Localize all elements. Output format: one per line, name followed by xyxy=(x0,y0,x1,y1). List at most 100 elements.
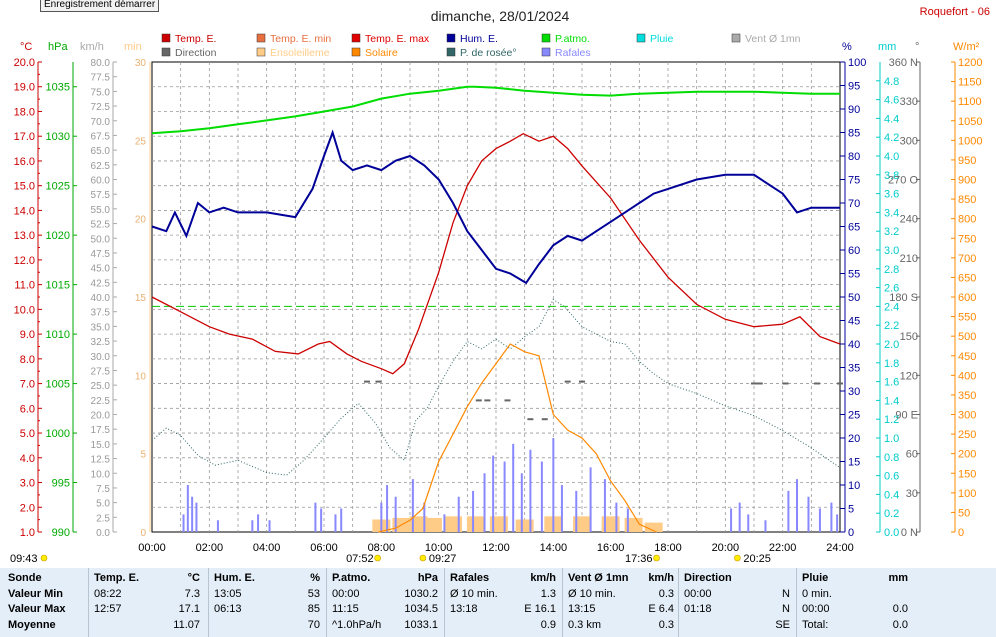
tick-label-kmh: 22.5 xyxy=(91,396,111,407)
tick-label-temp: 7.0 xyxy=(20,379,35,391)
sun-icon xyxy=(419,554,427,562)
gust-bar xyxy=(340,508,343,532)
gust-bar xyxy=(560,485,563,532)
stats-cell: 00:00 xyxy=(684,588,712,600)
tick-label-temp: 8.0 xyxy=(20,354,35,366)
sun-icon xyxy=(374,554,381,562)
tick-label-pct: 95 xyxy=(848,81,860,93)
tick-label-pct: 15 xyxy=(848,457,860,469)
stats-cell: 08:22 xyxy=(94,588,122,600)
tick-label-wm2: 1100 xyxy=(958,96,982,108)
tick-label-wm2: 400 xyxy=(958,370,976,382)
chart-title: dimanche, 28/01/2024 xyxy=(431,8,570,24)
tick-label-mm: 4.2 xyxy=(884,132,899,144)
stats-col-title: Rafales xyxy=(450,572,490,584)
stats-cell-value: N xyxy=(782,588,790,600)
stats-cell-value: 0.0 xyxy=(892,619,908,631)
tick-label-temp: 10.0 xyxy=(14,304,35,316)
legend-label: Temp. E. min xyxy=(270,33,331,45)
sunshine-bar xyxy=(601,516,620,532)
gust-bar xyxy=(483,473,486,532)
tick-label-kmh: 37.5 xyxy=(91,308,111,319)
gust-bar xyxy=(443,514,446,532)
gust-bar xyxy=(394,496,397,532)
tick-label-mm: 4.8 xyxy=(884,76,899,88)
tick-label-kmh: 47.5 xyxy=(91,249,111,260)
gust-bar xyxy=(512,443,515,532)
tick-label-temp: 12.0 xyxy=(14,255,35,267)
gust-bar xyxy=(764,520,767,532)
gust-bar xyxy=(216,520,219,532)
tick-label-mm: 1.6 xyxy=(884,377,899,389)
axis-unit-min: min xyxy=(124,41,142,53)
tick-label-wm2: 950 xyxy=(958,155,976,167)
tick-label-kmh: 72.5 xyxy=(91,102,111,113)
legend-label: Temp. E. max xyxy=(365,33,430,45)
tick-label-hpa: 995 xyxy=(52,478,70,490)
tick-label-mm: 0.6 xyxy=(884,471,899,483)
stats-cell-value: 85 xyxy=(307,603,320,615)
legend-swatch xyxy=(731,33,741,43)
tick-label-deg: 60 xyxy=(906,449,918,461)
stats-col-unit: % xyxy=(310,572,320,584)
tick-label-kmh: 57.5 xyxy=(91,190,111,201)
gust-bar xyxy=(492,455,495,532)
tick-label-mm: 1.2 xyxy=(884,414,899,426)
gust-bar xyxy=(472,490,475,532)
gust-bar xyxy=(747,514,750,532)
tick-label-wm2: 850 xyxy=(958,194,976,206)
stats-cell-value: N xyxy=(782,603,790,615)
gust-bar xyxy=(386,485,389,532)
tick-label-kmh: 0.0 xyxy=(96,528,110,539)
legend-swatch xyxy=(161,47,171,57)
tick-label-temp: 16.0 xyxy=(14,156,35,168)
stats-divider xyxy=(444,568,445,637)
tick-label-kmh: 65.0 xyxy=(91,146,111,157)
gust-bar xyxy=(836,514,839,532)
tick-label-deg: 0 N xyxy=(901,527,918,539)
tick-label-mm: 2.6 xyxy=(884,283,899,295)
legend-swatch xyxy=(351,47,361,57)
stats-divider xyxy=(562,568,563,637)
tick-label-wm2: 50 xyxy=(958,507,970,519)
gust-bar xyxy=(575,490,578,532)
tick-label-mm: 1.4 xyxy=(884,395,899,407)
record-start-button[interactable]: Enregistrement démarrer xyxy=(40,0,160,12)
tick-label-kmh: 17.5 xyxy=(91,425,111,436)
tick-label-mm: 1.8 xyxy=(884,358,899,370)
tick-label-mm: 0.0 xyxy=(884,527,899,539)
axis-unit-kmh: km/h xyxy=(80,41,104,53)
stats-col-unit: °C xyxy=(187,572,200,584)
tick-label-min: 15 xyxy=(135,293,147,304)
axis-unit-wm2: W/m² xyxy=(953,41,980,53)
tick-label-time: 00:00 xyxy=(138,542,166,554)
sun-marker-label: 09:27 xyxy=(429,553,457,565)
stats-col-title: Pluie xyxy=(802,572,829,584)
tick-label-wm2: 1150 xyxy=(958,77,982,89)
stats-cell-value: 0.9 xyxy=(540,619,556,631)
series-pressure xyxy=(151,85,840,135)
stats-col-unit: mm xyxy=(888,572,908,584)
gust-bar xyxy=(457,496,460,532)
tick-label-temp: 5.0 xyxy=(20,428,35,440)
tick-label-temp: 13.0 xyxy=(14,230,35,242)
tick-label-hpa: 1025 xyxy=(46,181,70,193)
stats-cell-value: SE xyxy=(775,619,790,631)
stats-cell-value: 0.0 xyxy=(892,603,908,615)
stats-cell-value: 53 xyxy=(307,588,320,600)
legend-label: Rafales xyxy=(555,47,591,59)
tick-label-deg: 120 xyxy=(900,370,918,382)
tick-label-wm2: 0 xyxy=(958,527,964,539)
tick-label-kmh: 70.0 xyxy=(91,117,111,128)
gust-bar xyxy=(182,514,185,532)
tick-label-time: 24:00 xyxy=(826,542,854,554)
sunshine-bar xyxy=(409,516,428,532)
gust-bar xyxy=(251,520,254,532)
tick-label-temp: 1.0 xyxy=(20,527,35,539)
tick-label-temp: 6.0 xyxy=(20,403,35,415)
stats-divider xyxy=(796,568,797,637)
stats-cell-value: 7.3 xyxy=(184,588,200,600)
tick-label-wm2: 450 xyxy=(958,351,976,363)
tick-label-min: 30 xyxy=(135,58,147,69)
stats-cell: 00:00 xyxy=(802,603,830,615)
